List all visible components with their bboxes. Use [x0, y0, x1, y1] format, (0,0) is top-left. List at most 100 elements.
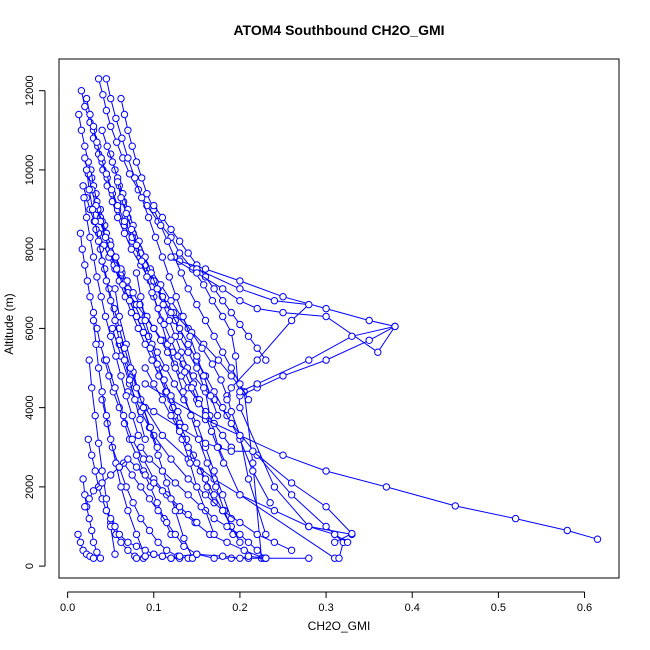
data-point — [171, 479, 180, 487]
data-point — [210, 514, 218, 523]
data-point — [81, 261, 89, 269]
data-point — [153, 443, 161, 451]
data-point — [124, 546, 132, 554]
series-line — [127, 391, 353, 543]
data-point — [103, 142, 111, 150]
data-point — [158, 213, 167, 222]
data-point — [132, 542, 141, 550]
data-point — [163, 546, 171, 554]
data-point — [348, 332, 356, 340]
data-point — [177, 269, 186, 277]
data-point — [120, 110, 129, 119]
data-point — [150, 479, 158, 487]
data-point — [119, 281, 127, 289]
data-point — [117, 94, 125, 103]
data-point — [102, 75, 111, 83]
data-point — [86, 233, 94, 242]
data-point — [111, 285, 119, 293]
chart-title: ATOM4 Southbound CH2O_GMI — [233, 22, 444, 38]
data-point — [270, 483, 279, 491]
data-point — [184, 348, 192, 356]
y-tick-label: 0 — [24, 563, 36, 569]
data-point — [143, 273, 151, 281]
data-point — [107, 297, 115, 305]
data-point — [89, 122, 98, 131]
data-point — [236, 518, 244, 527]
data-point — [154, 304, 162, 313]
data-point — [107, 435, 115, 443]
data-point — [181, 368, 189, 376]
series-line — [179, 260, 397, 397]
data-point — [143, 190, 151, 198]
data-point — [154, 451, 162, 459]
data-point — [157, 221, 165, 230]
data-point — [563, 526, 571, 535]
data-point — [125, 297, 134, 305]
data-point — [236, 403, 244, 412]
data-point — [253, 356, 261, 364]
data-point — [159, 300, 167, 309]
data-point — [153, 285, 161, 293]
data-point — [322, 356, 330, 364]
data-point — [115, 324, 124, 333]
data-point — [391, 322, 399, 331]
data-point — [287, 546, 296, 554]
data-point — [158, 467, 167, 475]
data-point — [253, 546, 261, 554]
data-point — [77, 126, 86, 135]
data-point — [102, 170, 111, 178]
data-point — [180, 542, 188, 550]
data-point — [331, 538, 339, 546]
data-point — [145, 455, 154, 463]
data-point — [91, 467, 99, 475]
data-point — [132, 158, 141, 166]
data-point — [236, 554, 244, 562]
data-point — [158, 552, 167, 560]
data-point — [171, 364, 180, 372]
data-point — [175, 427, 184, 436]
data-point — [167, 495, 175, 503]
data-point — [322, 304, 330, 313]
y-axis: 0 2000 4000 6000 8000 10000 12000 — [24, 75, 46, 569]
y-tick-label: 4000 — [24, 395, 36, 419]
data-point — [84, 435, 93, 443]
data-point — [75, 110, 83, 119]
data-point — [343, 538, 352, 546]
data-point — [174, 407, 182, 416]
data-point — [167, 308, 175, 317]
data-point — [244, 332, 253, 340]
data-point — [158, 487, 167, 495]
data-point — [193, 300, 201, 309]
data-point — [79, 475, 87, 483]
data-point — [150, 407, 158, 416]
series-line — [136, 272, 215, 535]
data-point — [184, 510, 192, 519]
data-point — [253, 304, 261, 313]
data-point — [93, 548, 101, 556]
data-point — [244, 396, 253, 404]
data-point — [219, 348, 227, 356]
data-point — [184, 285, 192, 293]
data-point — [76, 229, 85, 238]
data-point — [151, 233, 160, 242]
data-point — [223, 522, 231, 531]
data-point — [270, 297, 279, 305]
data-point — [223, 396, 231, 404]
data-point — [98, 467, 106, 475]
data-point — [98, 388, 106, 396]
data-point — [154, 538, 162, 546]
data-point — [94, 439, 103, 447]
data-point — [212, 483, 220, 491]
data-point — [157, 336, 165, 344]
data-point — [86, 293, 94, 301]
data-point — [150, 324, 158, 333]
data-point — [210, 332, 218, 340]
data-point — [81, 154, 89, 162]
data-point — [117, 538, 125, 546]
data-point — [141, 552, 149, 560]
data-point — [125, 170, 134, 178]
data-point — [322, 467, 330, 475]
data-point — [249, 447, 257, 455]
data-point — [244, 475, 253, 483]
data-point — [102, 506, 111, 515]
